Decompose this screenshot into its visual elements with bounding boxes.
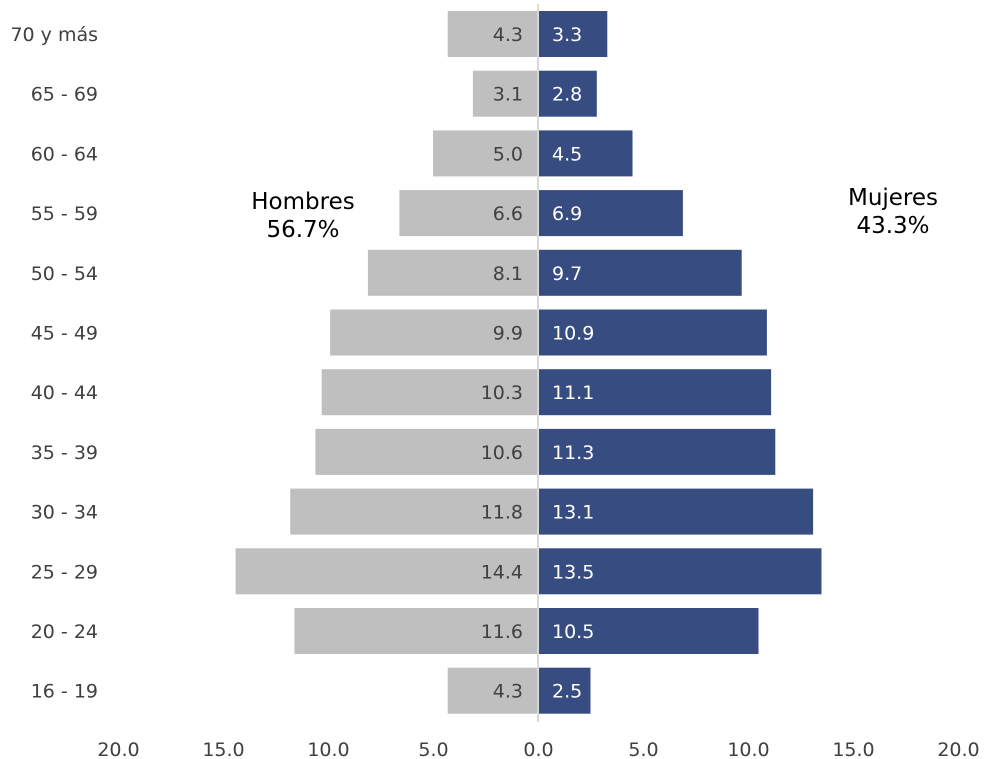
x-tick-label: 20.0 [97,739,139,759]
category-label: 45 - 49 [31,323,98,345]
men-title: Hombres [251,189,355,215]
bar-men [315,428,538,475]
data-labels: 4.3 3.3 3.1 2.8 5.0 4.5 6.6 6.9 8.1 9.7 9.9 10.9 10.… [481,24,595,703]
bar-women [538,608,759,654]
data-label-men: 10.3 [481,382,523,404]
bar-men [399,190,538,237]
category-labels: 70 y más 65 - 69 60 - 64 55 - 59 50 - 54 45 -… [10,24,98,703]
x-tick-label: 5.0 [628,739,658,759]
bar-men [433,130,538,177]
x-tick-label: 0.0 [523,739,553,759]
data-label-men: 11.6 [481,621,523,643]
data-label-men: 6.6 [493,203,523,225]
bar-men [235,548,538,595]
men-share: 56.7% [266,217,340,243]
bar-men [447,11,538,57]
bar-women [538,130,633,177]
bar-men [290,488,538,535]
data-label-women: 2.8 [552,84,582,106]
data-label-women: 9.7 [552,263,582,285]
women-group-label: Mujeres 43.3% [818,184,968,240]
bar-men [330,309,538,356]
x-tick-label: 10.0 [727,739,769,759]
data-label-men: 5.0 [493,143,523,165]
data-label-women: 13.5 [552,561,594,583]
bar-women [538,249,742,296]
data-label-women: 13.1 [552,502,594,524]
category-label: 50 - 54 [31,263,98,285]
bar-women [538,548,822,595]
category-label: 16 - 19 [31,681,98,703]
data-label-women: 11.3 [552,442,594,464]
category-label: 40 - 44 [31,382,98,404]
men-group-label: Hombres 56.7% [228,188,378,244]
category-label: 70 y más [10,24,98,46]
category-label: 30 - 34 [31,502,98,524]
bar-men [321,369,538,416]
x-tick-label: 10.0 [307,739,349,759]
bar-women [538,488,814,535]
data-label-men: 8.1 [493,263,523,285]
bar-women [538,11,608,57]
data-label-men: 3.1 [493,84,523,106]
bar-men [367,249,538,296]
women-share: 43.3% [856,213,930,239]
category-label: 55 - 59 [31,203,98,225]
category-label: 65 - 69 [31,84,98,106]
x-tick-label: 5.0 [418,739,448,759]
data-label-men: 11.8 [481,502,523,524]
data-label-women: 6.9 [552,203,582,225]
data-label-women: 2.5 [552,681,582,703]
bar-men [447,667,538,714]
x-tick-label: 15.0 [832,739,874,759]
data-label-men: 9.9 [493,323,523,345]
data-label-women: 10.9 [552,323,594,345]
category-label: 35 - 39 [31,442,98,464]
bar-men [472,70,538,117]
bar-women [538,309,767,356]
data-label-men: 14.4 [481,561,523,583]
data-label-women: 3.3 [552,24,582,46]
bar-women [538,190,683,237]
category-label: 60 - 64 [31,143,98,165]
data-label-women: 11.1 [552,382,594,404]
x-tick-label: 15.0 [202,739,244,759]
bar-women [538,428,776,475]
data-label-men: 4.3 [493,24,523,46]
bar-women [538,369,772,416]
men-bars [235,11,538,714]
bar-women [538,667,591,714]
x-tick-label: 20.0 [937,739,979,759]
category-label: 20 - 24 [31,621,98,643]
bar-women [538,70,597,117]
women-bars [538,11,822,714]
women-title: Mujeres [847,185,939,211]
category-label: 25 - 29 [31,561,98,583]
bar-men [294,608,538,654]
data-label-women: 10.5 [552,621,594,643]
data-label-women: 4.5 [552,143,582,165]
data-label-men: 4.3 [493,681,523,703]
x-axis-tick-labels: 20.0 15.0 10.0 5.0 0.0 5.0 10.0 15.0 20.0 [97,739,979,759]
data-label-men: 10.6 [481,442,523,464]
